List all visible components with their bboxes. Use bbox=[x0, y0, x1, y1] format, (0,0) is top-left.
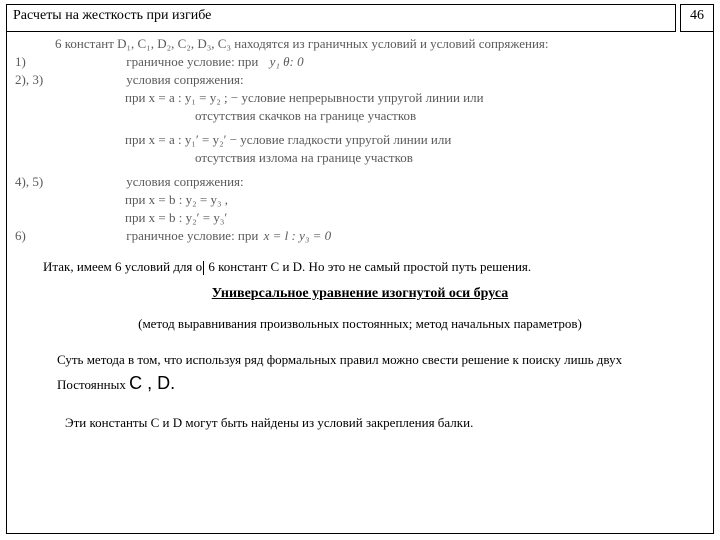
cond-1-num: 1) bbox=[15, 54, 67, 70]
cond-45: 4), 5) условия сопряжения: bbox=[15, 174, 705, 190]
page-number: 46 bbox=[680, 4, 714, 32]
cond-23-line-a: при x = a : y₁ = y₂ ; − условие непрерыв… bbox=[125, 90, 705, 106]
summary-line: Итак, имеем 6 условий для о 6 констант C… bbox=[43, 258, 705, 276]
cond-23-line-b2: отсутствия излома на границе участков bbox=[195, 150, 705, 166]
cond-45-num: 4), 5) bbox=[15, 174, 67, 190]
method-paragraph: Суть метода в том, что используя ряд фор… bbox=[57, 350, 675, 397]
intro-line: 6 констант D₁, C₁, D₂, C₂, D₃, C₃ находя… bbox=[55, 36, 705, 52]
cond-6-text: граничное условие: при bbox=[126, 228, 258, 243]
text-cursor bbox=[203, 261, 204, 275]
cond-23: 2), 3) условия сопряжения: bbox=[15, 72, 705, 88]
cond-45-text: условия сопряжения: bbox=[126, 174, 243, 189]
constants-cd: C , D. bbox=[129, 373, 175, 393]
cond-1-text: граничное условие: при bbox=[126, 54, 258, 69]
cond-6: 6) граничное условие: при x = l : y₃ = 0 bbox=[15, 228, 705, 244]
cond-1: 1) граничное условие: при y₁ θ: 0 bbox=[15, 54, 705, 70]
cond-23-text: условия сопряжения: bbox=[126, 72, 243, 87]
cond-45-line-b: при x = b : y₂′ = y₃′ bbox=[125, 210, 705, 226]
cond-6-num: 6) bbox=[15, 228, 67, 244]
para-line-2a: Постоянных bbox=[57, 377, 129, 392]
cond-23-line-a2: отсутствия скачков на границе участков bbox=[195, 108, 705, 124]
document-body: 6 констант D₁, C₁, D₂, C₂, D₃, C₃ находя… bbox=[6, 32, 714, 534]
section-subtitle: (метод выравнивания произвольных постоян… bbox=[15, 316, 705, 332]
summary-a: Итак, имеем 6 условий для о bbox=[43, 259, 202, 274]
cond-23-num: 2), 3) bbox=[15, 72, 67, 88]
para-line-1: Суть метода в том, что используя ряд фор… bbox=[57, 352, 622, 367]
cond-6-formula: x = l : y₃ = 0 bbox=[264, 228, 332, 243]
cond-1-formula: y₁ θ: 0 bbox=[270, 54, 304, 69]
cond-23-line-b: при x = a : y₁′ = y₂′ − условие гладкост… bbox=[125, 132, 705, 148]
section-title: Универсальное уравнение изогнутой оси бр… bbox=[15, 286, 705, 302]
closing-paragraph: Эти константы C и D могут быть найдены и… bbox=[65, 415, 675, 431]
cond-45-line-a: при x = b : y₂ = y₃ , bbox=[125, 192, 705, 208]
header-title: Расчеты на жесткость при изгибе bbox=[6, 4, 676, 32]
summary-b: 6 констант C и D. Но это не самый просто… bbox=[205, 259, 531, 274]
